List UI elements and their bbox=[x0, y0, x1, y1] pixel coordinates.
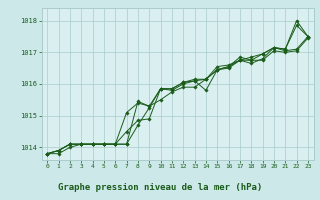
Text: Graphe pression niveau de la mer (hPa): Graphe pression niveau de la mer (hPa) bbox=[58, 182, 262, 192]
